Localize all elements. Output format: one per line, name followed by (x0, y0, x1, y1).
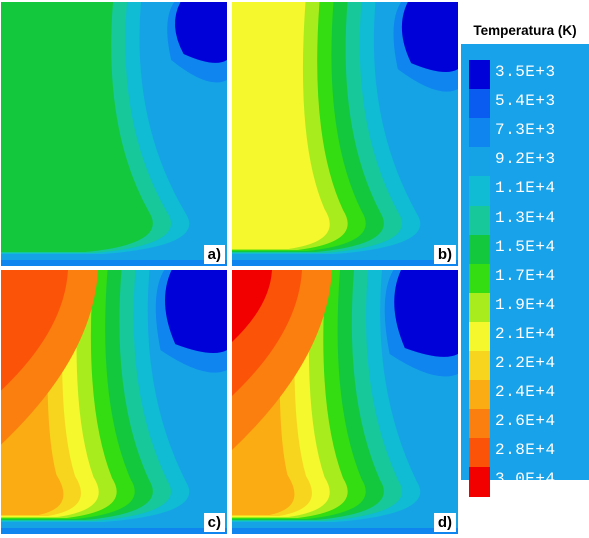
legend-swatch (469, 321, 490, 352)
band-darkblue (394, 270, 458, 357)
contour-panel-b: b) (232, 2, 458, 266)
legend-value: 1.7E+4 (495, 266, 556, 285)
contour-panel-c: c) (1, 270, 227, 534)
contour-panel-a: a) (1, 2, 227, 266)
legend-entry: 2.4E+4 (469, 380, 581, 411)
band-13 (1, 270, 68, 391)
panel-label-a: a) (203, 245, 225, 264)
legend-entry: 3.5E+3 (469, 60, 581, 90)
legend-entry: 7.3E+3 (469, 118, 581, 149)
legend-entry: 3.0E+4 (469, 467, 581, 498)
band-bottom (1, 260, 227, 266)
legend-entry: 1.9E+4 (469, 292, 581, 323)
legend-value: 5.4E+3 (495, 92, 556, 111)
legend-swatch (469, 118, 490, 149)
legend-swatch (469, 467, 490, 498)
contour-panel-d: d) (232, 270, 458, 534)
temperature-field-a (1, 2, 227, 266)
legend-entry: 1.3E+4 (469, 205, 581, 236)
legend-value: 1.3E+4 (495, 208, 556, 227)
legend-swatch (469, 176, 490, 207)
legend-entry: 1.1E+4 (469, 176, 581, 207)
panel-label-d: d) (433, 513, 456, 532)
legend-swatch (469, 234, 490, 265)
color-legend: Temperatura (K) 3.5E+3 5.4E+3 7.3E+3 9.2E+3… (461, 20, 589, 498)
legend-entry: 2.1E+4 (469, 321, 581, 352)
legend-entry: 2.6E+4 (469, 409, 581, 440)
legend-value: 2.6E+4 (495, 412, 556, 431)
temperature-field-c (1, 270, 227, 534)
legend-entry: 5.4E+3 (469, 89, 581, 120)
legend-value: 3.0E+4 (495, 470, 556, 489)
legend-swatch (469, 89, 490, 120)
legend-entry: 2.8E+4 (469, 438, 581, 469)
band-6 (1, 2, 153, 252)
band-bottom (232, 528, 458, 534)
legend-value: 2.4E+4 (495, 383, 556, 402)
legend-value: 1.1E+4 (495, 179, 556, 198)
band-darkblue (165, 270, 227, 354)
legend-entry: 9.2E+3 (469, 147, 581, 178)
band-bottom (1, 528, 227, 534)
legend-value: 7.3E+3 (495, 121, 556, 140)
legend-value: 2.2E+4 (495, 354, 556, 372)
legend-value: 1.5E+4 (495, 237, 556, 256)
legend-swatch (469, 292, 490, 323)
legend-title: Temperatura (K) (461, 20, 589, 44)
legend-value: 3.5E+3 (495, 63, 556, 81)
temperature-field-b (232, 2, 458, 266)
legend-swatch (469, 438, 490, 469)
legend-swatch (469, 60, 490, 90)
legend-swatch (469, 205, 490, 236)
legend-value: 1.9E+4 (495, 295, 556, 314)
legend-swatch (469, 263, 490, 294)
legend-value: 9.2E+3 (495, 150, 556, 169)
legend-entry: 2.2E+4 (469, 351, 581, 381)
legend-value: 2.8E+4 (495, 441, 556, 460)
legend-swatch (469, 147, 490, 178)
panel-label-b: b) (433, 245, 456, 264)
legend-swatch (469, 351, 490, 381)
panel-label-c: c) (203, 513, 225, 532)
band-14 (232, 270, 272, 342)
legend-entry: 1.5E+4 (469, 234, 581, 265)
band-bottom (232, 260, 458, 266)
legend-value: 2.1E+4 (495, 324, 556, 343)
temperature-field-d (232, 270, 458, 534)
band-darkblue (401, 2, 458, 73)
legend-entry: 1.7E+4 (469, 263, 581, 294)
legend-swatch (469, 409, 490, 440)
band-darkblue (174, 2, 227, 63)
legend-swatch (469, 380, 490, 411)
band-9 (232, 2, 330, 249)
